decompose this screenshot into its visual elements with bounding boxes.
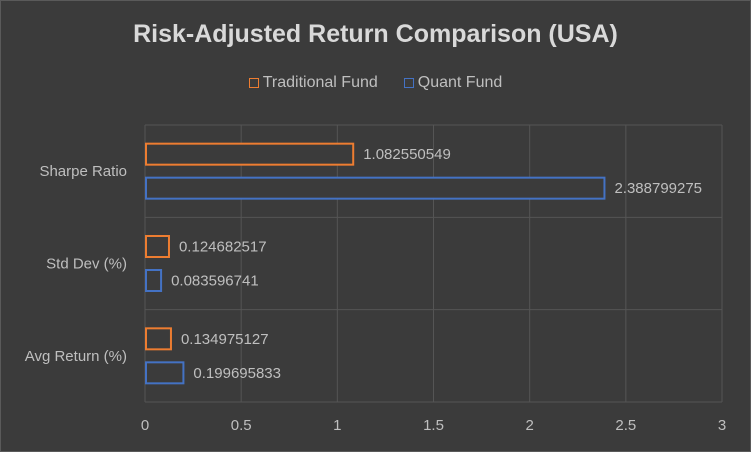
legend-label-quant-fund: Quant Fund bbox=[417, 74, 503, 91]
legend-label-traditional-fund: Traditional Fund bbox=[262, 74, 378, 91]
x-tick-label: 1.5 bbox=[423, 417, 444, 434]
legend-entry-quant-fund: Quant Fund bbox=[403, 74, 503, 92]
x-tick-label: 0.5 bbox=[231, 417, 252, 434]
x-tick-label: 2 bbox=[525, 417, 533, 434]
data-label-quant-fund-std-dev: 0.083596741 bbox=[171, 273, 259, 290]
bar-traditional-fund-avg-return bbox=[145, 327, 172, 351]
legend: Traditional Fund Quant Fund bbox=[0, 74, 751, 92]
category-label-std-dev: Std Dev (%) bbox=[46, 256, 127, 273]
x-tick-label: 0 bbox=[141, 417, 149, 434]
data-label-traditional-fund-sharpe-ratio: 1.082550549 bbox=[363, 146, 451, 163]
legend-swatch-traditional-fund bbox=[248, 78, 259, 88]
chart-title: Risk-Adjusted Return Comparison (USA) bbox=[133, 20, 618, 48]
category-label-avg-return: Avg Return (%) bbox=[25, 348, 127, 365]
data-label-quant-fund-avg-return: 0.199695833 bbox=[193, 365, 281, 382]
bar-traditional-fund-sharpe-ratio bbox=[145, 142, 355, 166]
bar-traditional-fund-std-dev bbox=[145, 235, 170, 258]
legend-swatch-quant-fund bbox=[403, 78, 414, 88]
data-label-quant-fund-sharpe-ratio: 2.388799275 bbox=[614, 180, 702, 197]
x-tick-label: 2.5 bbox=[615, 417, 636, 434]
data-label-traditional-fund-std-dev: 0.124682517 bbox=[179, 239, 267, 256]
category-label-sharpe-ratio: Sharpe Ratio bbox=[39, 163, 127, 180]
legend-entry-traditional-fund: Traditional Fund bbox=[248, 74, 378, 92]
x-tick-label: 3 bbox=[718, 417, 726, 434]
bar-quant-fund-sharpe-ratio bbox=[145, 176, 606, 200]
bar-quant-fund-std-dev bbox=[145, 269, 163, 292]
data-label-traditional-fund-avg-return: 0.134975127 bbox=[181, 331, 269, 348]
bar-quant-fund-avg-return bbox=[145, 361, 185, 385]
x-tick-label: 1 bbox=[333, 417, 341, 434]
